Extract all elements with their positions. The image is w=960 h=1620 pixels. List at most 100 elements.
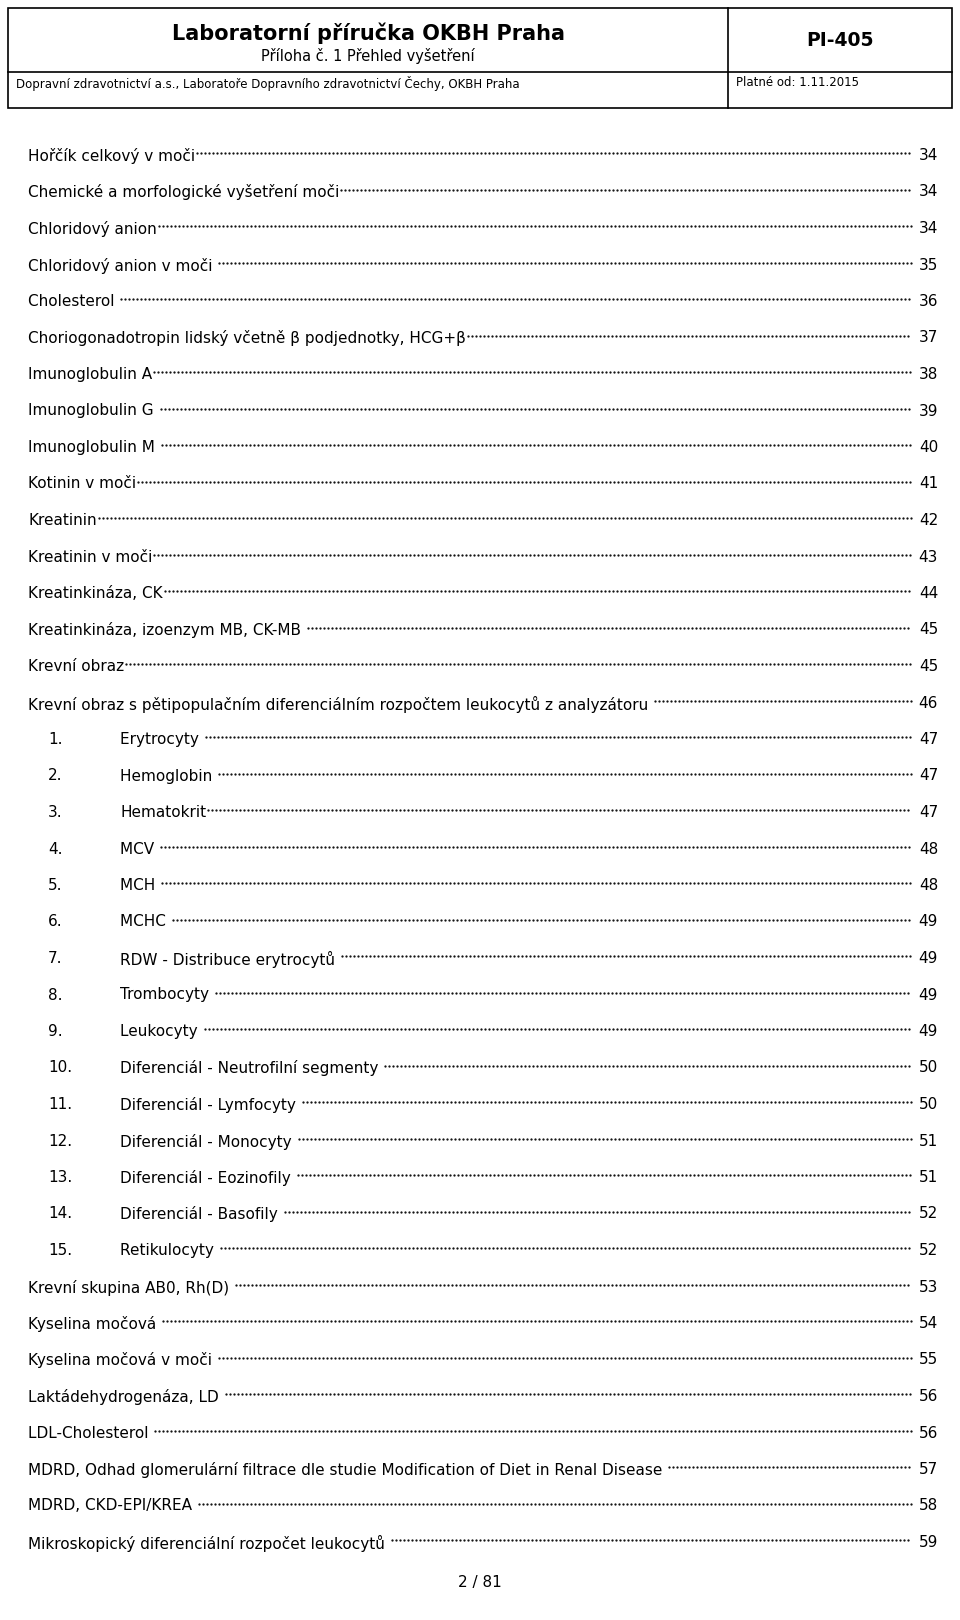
Text: 48: 48 (919, 878, 938, 893)
Text: 57: 57 (919, 1461, 938, 1477)
Text: 3.: 3. (48, 805, 62, 820)
Text: Kotinin v moči: Kotinin v moči (28, 476, 136, 491)
Text: Choriogonadotropin lidský včetně β podjednotky, HCG+β: Choriogonadotropin lidský včetně β podje… (28, 330, 466, 347)
Text: Laktádehydrogenáza, LD: Laktádehydrogenáza, LD (28, 1388, 224, 1405)
Text: Diferenciál - Neutrofilní segmenty: Diferenciál - Neutrofilní segmenty (120, 1061, 383, 1077)
Text: 34: 34 (919, 220, 938, 237)
Text: Mikroskopický diferenciální rozpočet leukocytů: Mikroskopický diferenciální rozpočet leu… (28, 1536, 390, 1552)
Text: Chloridový anion: Chloridový anion (28, 220, 156, 237)
Text: 48: 48 (919, 841, 938, 857)
Text: Krevní obraz s pětipopulačním diferenciálním rozpočtem leukocytů z analyzátoru: Krevní obraz s pětipopulačním diferenciá… (28, 695, 653, 713)
Text: 34: 34 (919, 185, 938, 199)
Text: Laboratorní příručka OKBH Praha: Laboratorní příručka OKBH Praha (172, 23, 564, 44)
Text: Diferenciál - Lymfocyty: Diferenciál - Lymfocyty (120, 1097, 300, 1113)
Text: 37: 37 (919, 330, 938, 345)
Text: Trombocyty: Trombocyty (120, 988, 214, 1003)
Text: 42: 42 (919, 514, 938, 528)
Text: Krevní obraz: Krevní obraz (28, 659, 124, 674)
Text: Imunoglobulin M: Imunoglobulin M (28, 441, 159, 455)
Text: Diferenciál - Monocyty: Diferenciál - Monocyty (120, 1134, 297, 1150)
Text: 45: 45 (919, 622, 938, 638)
Text: 38: 38 (919, 368, 938, 382)
Text: 12.: 12. (48, 1134, 72, 1149)
Text: Retikulocyty: Retikulocyty (120, 1243, 219, 1259)
Text: 15.: 15. (48, 1243, 72, 1259)
Text: Diferenciál - Eozinofily: Diferenciál - Eozinofily (120, 1170, 296, 1186)
Text: 56: 56 (919, 1426, 938, 1440)
Text: 52: 52 (919, 1207, 938, 1221)
Text: Imunoglobulin G: Imunoglobulin G (28, 403, 158, 418)
Text: 41: 41 (919, 476, 938, 491)
Text: Kreatinin v moči: Kreatinin v moči (28, 549, 153, 564)
Text: 36: 36 (919, 293, 938, 309)
Text: Dopravní zdravotnictví a.s., Laboratoře Dopravního zdravotnictví Čechy, OKBH Pra: Dopravní zdravotnictví a.s., Laboratoře … (16, 76, 519, 91)
Text: 13.: 13. (48, 1170, 72, 1184)
Text: Hematokrit: Hematokrit (120, 805, 206, 820)
Text: MCV: MCV (120, 841, 159, 857)
Text: 40: 40 (919, 441, 938, 455)
Text: 59: 59 (919, 1536, 938, 1550)
Text: 53: 53 (919, 1280, 938, 1294)
Text: 10.: 10. (48, 1061, 72, 1076)
Text: 51: 51 (919, 1134, 938, 1149)
Text: MCH: MCH (120, 878, 160, 893)
Text: Hemoglobin: Hemoglobin (120, 768, 217, 784)
Text: Chemické a morfologické vyšetření moči: Chemické a morfologické vyšetření moči (28, 185, 340, 201)
Text: 47: 47 (919, 805, 938, 820)
Text: 11.: 11. (48, 1097, 72, 1111)
Text: 44: 44 (919, 586, 938, 601)
Text: 45: 45 (919, 659, 938, 674)
Text: 56: 56 (919, 1388, 938, 1405)
Text: Kreatinkináza, CK: Kreatinkináza, CK (28, 586, 162, 601)
Text: 4.: 4. (48, 841, 62, 857)
Text: 14.: 14. (48, 1207, 72, 1221)
Text: Kyselina močová v moči: Kyselina močová v moči (28, 1353, 217, 1369)
Text: 47: 47 (919, 732, 938, 747)
Text: 1.: 1. (48, 732, 62, 747)
Text: 9.: 9. (48, 1024, 62, 1038)
Text: Kreatinin: Kreatinin (28, 514, 97, 528)
Text: 49: 49 (919, 988, 938, 1003)
Text: 52: 52 (919, 1243, 938, 1259)
Text: 34: 34 (919, 147, 938, 164)
Text: LDL-Cholesterol: LDL-Cholesterol (28, 1426, 154, 1440)
Text: 35: 35 (919, 258, 938, 272)
Text: 50: 50 (919, 1097, 938, 1111)
Text: Kyselina močová: Kyselina močová (28, 1315, 161, 1332)
Text: 2.: 2. (48, 768, 62, 784)
Text: 50: 50 (919, 1061, 938, 1076)
Text: Imunoglobulin A: Imunoglobulin A (28, 368, 152, 382)
Text: 49: 49 (919, 1024, 938, 1038)
Text: 49: 49 (919, 915, 938, 930)
Text: Krevní skupina AB0, Rh(D): Krevní skupina AB0, Rh(D) (28, 1280, 234, 1296)
Text: 46: 46 (919, 695, 938, 711)
Text: 39: 39 (919, 403, 938, 418)
Text: 8.: 8. (48, 988, 62, 1003)
Text: Diferenciál - Basofily: Diferenciál - Basofily (120, 1207, 282, 1223)
Text: 51: 51 (919, 1170, 938, 1184)
Text: 54: 54 (919, 1315, 938, 1332)
Text: 49: 49 (919, 951, 938, 966)
Text: 47: 47 (919, 768, 938, 784)
Text: Cholesterol: Cholesterol (28, 293, 119, 309)
Text: 5.: 5. (48, 878, 62, 893)
Text: MDRD, CKD-EPI/KREA: MDRD, CKD-EPI/KREA (28, 1498, 197, 1513)
Text: Příloha č. 1 Přehled vyšetření: Příloha č. 1 Přehled vyšetření (261, 49, 475, 65)
Text: 43: 43 (919, 549, 938, 564)
Text: 58: 58 (919, 1498, 938, 1513)
Text: RDW - Distribuce erytrocytů: RDW - Distribuce erytrocytů (120, 951, 340, 969)
Text: 55: 55 (919, 1353, 938, 1367)
Text: Hořčík celkový v moči: Hořčík celkový v moči (28, 147, 195, 164)
Text: MCHC: MCHC (120, 915, 171, 930)
Text: PI-405: PI-405 (806, 31, 874, 50)
Text: 2 / 81: 2 / 81 (458, 1576, 502, 1591)
Text: MDRD, Odhad glomerulární filtrace dle studie Modification of Diet in Renal Disea: MDRD, Odhad glomerulární filtrace dle st… (28, 1461, 667, 1477)
Text: 7.: 7. (48, 951, 62, 966)
Bar (8, 8, 952, 109)
Text: Platné od: 1.11.2015: Platné od: 1.11.2015 (736, 76, 859, 89)
Text: Kreatinkináza, izoenzym MB, CK-MB: Kreatinkináza, izoenzym MB, CK-MB (28, 622, 306, 638)
Text: 6.: 6. (48, 915, 62, 930)
Text: Chloridový anion v moči: Chloridový anion v moči (28, 258, 217, 274)
Text: Leukocyty: Leukocyty (120, 1024, 203, 1038)
Text: Erytrocyty: Erytrocyty (120, 732, 204, 747)
